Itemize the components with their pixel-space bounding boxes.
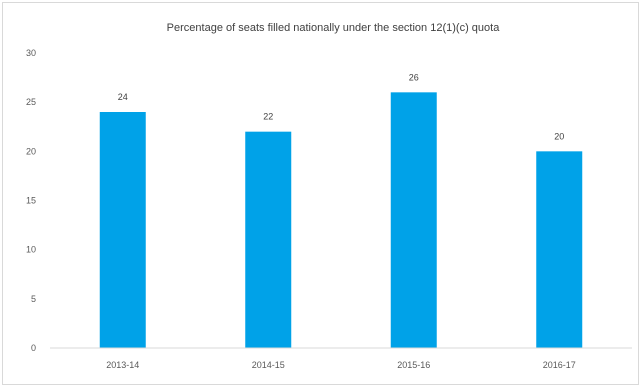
y-tick-label: 5 bbox=[31, 294, 36, 304]
x-tick-label: 2014-15 bbox=[252, 360, 285, 370]
data-labels: 24 22 26 20 bbox=[118, 72, 565, 141]
y-tick-label: 25 bbox=[26, 97, 36, 107]
data-label: 20 bbox=[554, 131, 564, 141]
y-axis: 0 5 10 15 20 25 30 bbox=[26, 48, 36, 353]
data-label: 26 bbox=[409, 72, 419, 82]
x-tick-label: 2013-14 bbox=[106, 360, 139, 370]
bar bbox=[536, 151, 583, 348]
bar bbox=[99, 112, 146, 348]
y-tick-label: 15 bbox=[26, 196, 36, 206]
x-tick-label: 2015-16 bbox=[397, 360, 430, 370]
y-tick-label: 0 bbox=[31, 343, 36, 353]
chart-title: Percentage of seats filled nationally un… bbox=[167, 22, 501, 34]
y-tick-label: 10 bbox=[26, 245, 36, 255]
x-tick-label: 2016-17 bbox=[543, 360, 576, 370]
y-tick-label: 20 bbox=[26, 146, 36, 156]
y-tick-label: 30 bbox=[26, 48, 36, 58]
x-axis: 2013-14 2014-15 2015-16 2016-17 bbox=[106, 360, 576, 370]
data-label: 24 bbox=[118, 92, 128, 102]
bar bbox=[245, 131, 292, 348]
bars bbox=[99, 92, 583, 348]
bar bbox=[390, 92, 437, 348]
data-label: 22 bbox=[263, 112, 273, 122]
